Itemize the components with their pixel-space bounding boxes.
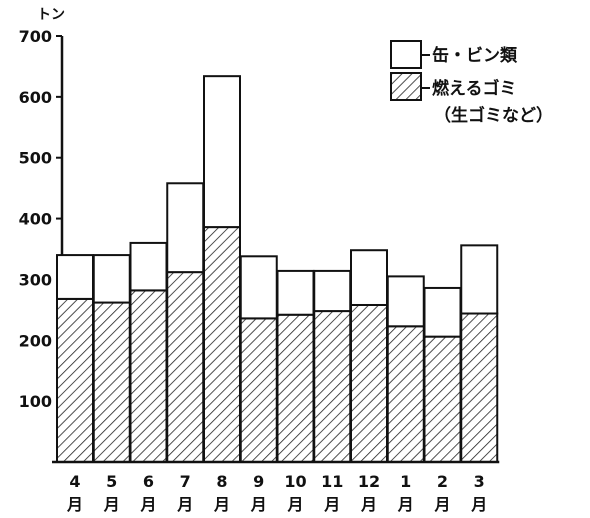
x-category-number: 10 xyxy=(284,472,306,491)
y-ticks: 100 200 300 400 500 600 700 xyxy=(19,27,62,411)
y-tick-label: 300 xyxy=(19,270,52,289)
x-category-number: 3 xyxy=(474,472,485,491)
x-category-number: 7 xyxy=(180,472,191,491)
bar-segment-burnable xyxy=(386,325,425,463)
y-tick-label: 600 xyxy=(19,88,52,107)
bar-segment-burnable xyxy=(350,303,388,464)
bar-segment-cans xyxy=(239,255,278,320)
bar-segment-burnable xyxy=(239,317,278,463)
bar-segment-burnable xyxy=(166,271,205,463)
x-category-month: 月 xyxy=(213,495,230,514)
x-category-month: 月 xyxy=(250,495,267,514)
bar-segment-cans xyxy=(386,275,425,328)
x-category-number: 4 xyxy=(69,472,80,491)
y-tick-label: 400 xyxy=(19,210,52,229)
x-category-month: 月 xyxy=(433,495,450,514)
legend-swatch-cans xyxy=(390,40,422,69)
bar-segment-cans xyxy=(313,269,352,313)
legend-label-cans: 缶・ビン類 xyxy=(432,45,518,66)
y-tick-label: 200 xyxy=(19,331,52,350)
legend: 缶・ビン類 燃えるゴミ （生ゴミなど） xyxy=(390,40,553,126)
y-tick-label: 500 xyxy=(19,149,52,168)
x-category-number: 8 xyxy=(216,472,227,491)
legend-label-burnable-note: （生ゴミなど） xyxy=(434,105,553,126)
bar-segment-burnable xyxy=(92,301,131,463)
x-category-month: 月 xyxy=(286,495,303,514)
x-category-month: 月 xyxy=(470,495,487,514)
x-category-number: 12 xyxy=(358,472,380,491)
bar-segment-burnable xyxy=(460,312,499,463)
x-category-month: 月 xyxy=(176,495,193,514)
bar-segment-burnable xyxy=(56,297,94,463)
x-category-number: 6 xyxy=(143,472,154,491)
bar-segment-burnable xyxy=(129,289,168,463)
x-category-number: 1 xyxy=(400,472,411,491)
x-category-number: 2 xyxy=(437,472,448,491)
legend-swatch-burnable xyxy=(390,72,422,101)
bar-segment-cans xyxy=(423,286,462,338)
bar-segment-burnable xyxy=(313,310,352,463)
legend-label-burnable: 燃えるゴミ xyxy=(432,78,517,99)
bar-segment-cans xyxy=(129,241,168,292)
x-category-number: 5 xyxy=(106,472,117,491)
bar-segment-burnable xyxy=(423,335,462,463)
x-category-month: 月 xyxy=(103,495,120,514)
bar-segment-burnable xyxy=(276,313,315,463)
bar-segment-cans xyxy=(460,244,499,315)
x-category-month: 月 xyxy=(66,495,83,514)
bar-segment-cans xyxy=(92,254,131,304)
bar-segment-cans xyxy=(276,269,315,316)
bar-segment-cans xyxy=(350,249,388,306)
x-category-month: 月 xyxy=(360,495,377,514)
bars xyxy=(52,75,500,464)
x-category-number: 11 xyxy=(321,472,343,491)
x-category-month: 月 xyxy=(323,495,340,514)
x-category-month: 月 xyxy=(139,495,156,514)
bar-segment-cans xyxy=(203,75,241,229)
x-category-month: 月 xyxy=(397,495,414,514)
bar-segment-cans xyxy=(56,254,94,300)
x-category-labels: 4 月 5 月 6 月 7 月 8 月 9 月 10 月 11 月 12 月 1 月 2 月 3 月 xyxy=(66,472,487,514)
x-category-number: 9 xyxy=(253,472,264,491)
y-tick-label: 100 xyxy=(19,392,52,411)
bar-segment-burnable xyxy=(203,226,241,463)
y-unit-label: トン xyxy=(37,7,65,23)
bar-segment-cans xyxy=(166,182,205,274)
y-tick-label: 700 xyxy=(19,27,52,46)
